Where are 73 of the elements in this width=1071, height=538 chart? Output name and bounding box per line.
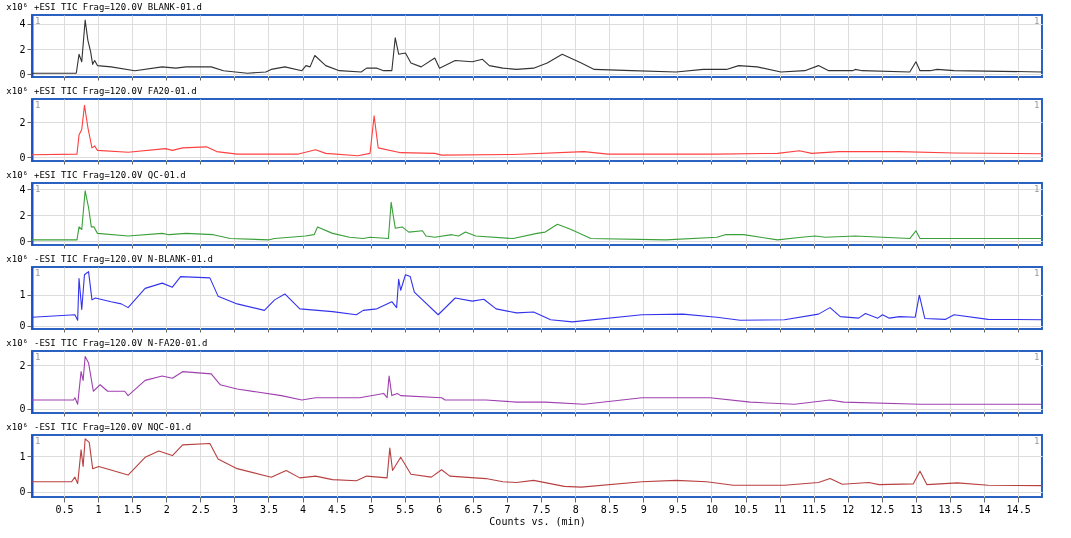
annotation: 1	[1034, 16, 1040, 26]
line-series	[32, 438, 1042, 488]
x-tick-label: 4	[300, 503, 307, 515]
y-axis-title: x10⁶	[6, 254, 28, 264]
annotation: 1	[1034, 436, 1040, 446]
chart-title: +ESI TIC Frag=120.0V FA20-01.d	[34, 86, 197, 96]
annotation: 1	[1034, 184, 1040, 194]
annotation: 1	[35, 268, 41, 278]
x-tick-label: 8.5	[600, 503, 619, 515]
y-tick-label: 0	[19, 68, 26, 80]
y-tick-label: 0	[19, 403, 26, 415]
x-tick-label: 5	[368, 503, 375, 515]
x-tick-label: 6.5	[464, 503, 483, 515]
x-tick-label: 2	[163, 503, 170, 515]
x-tick-label: 14.5	[1006, 503, 1031, 515]
x-tick-label: 9	[640, 503, 647, 515]
x-tick-label: 11	[774, 503, 787, 515]
y-tick-label: 0	[19, 486, 26, 498]
x-tick-label: 0.5	[55, 503, 74, 515]
x-tick-label: 3.5	[259, 503, 279, 515]
annotation: 1	[1034, 100, 1040, 110]
y-tick-label: 1	[19, 450, 26, 462]
x-tick-label: 1.5	[123, 503, 142, 515]
chart-title: -ESI TIC Frag=120.0V NQC-01.d	[34, 422, 192, 432]
y-tick-label: 0	[19, 151, 26, 163]
x-tick-label: 10.5	[734, 503, 759, 515]
x-tick-label: 12	[842, 503, 855, 515]
y-tick-label: 0	[19, 235, 26, 247]
x-tick-label: 9.5	[668, 503, 687, 515]
x-tick-label: 12.5	[870, 503, 895, 515]
annotation: 1	[35, 16, 41, 26]
x-tick-label: 13.5	[938, 503, 963, 515]
line-series	[32, 190, 1042, 241]
chart-title: -ESI TIC Frag=120.0V N-FA20-01.d	[34, 338, 208, 348]
annotation: 1	[35, 100, 41, 110]
x-tick-label: 3	[231, 503, 238, 515]
x-tick-label: 2.5	[191, 503, 210, 515]
chart-title: +ESI TIC Frag=120.0V BLANK-01.d	[34, 2, 202, 12]
x-tick-label: 7.5	[532, 503, 551, 515]
y-axis-title: x10⁶	[6, 170, 28, 180]
x-tick-label: 5.5	[396, 503, 415, 515]
annotation: 1	[1034, 268, 1040, 278]
y-axis-title: x10⁶	[6, 338, 28, 348]
x-tick-label: 1	[95, 503, 102, 515]
line-series	[32, 19, 1042, 74]
chart-title: -ESI TIC Frag=120.0V N-BLANK-01.d	[34, 254, 213, 264]
line-series	[32, 271, 1042, 323]
annotation: 1	[35, 352, 41, 362]
y-tick-label: 2	[19, 43, 26, 55]
x-tick-label: 14	[978, 503, 991, 515]
annotation: 1	[35, 184, 41, 194]
x-tick-label: 6	[436, 503, 443, 515]
y-tick-label: 0	[19, 320, 26, 332]
y-axis-title: x10⁶	[6, 2, 28, 12]
chart-title: +ESI TIC Frag=120.0V QC-01.d	[34, 170, 186, 180]
x-tick-label: 8	[572, 503, 579, 515]
y-tick-label: 2	[19, 209, 26, 221]
y-tick-label: 1	[19, 289, 26, 301]
x-tick-label: 7	[504, 503, 511, 515]
annotation: 1	[35, 436, 41, 446]
y-tick-label: 4	[19, 183, 26, 195]
y-axis-title: x10⁶	[6, 86, 28, 96]
x-axis-title: Counts vs. (min)	[489, 515, 586, 527]
y-axis-title: x10⁶	[6, 422, 28, 432]
x-tick-label: 11.5	[802, 503, 827, 515]
annotation: 1	[1034, 352, 1040, 362]
y-tick-label: 4	[19, 18, 26, 30]
x-tick-label: 13	[910, 503, 923, 515]
x-tick-label: 10	[705, 503, 718, 515]
x-tick-label: 4.5	[328, 503, 347, 515]
y-tick-label: 2	[19, 359, 26, 371]
line-series	[32, 355, 1042, 405]
y-tick-label: 2	[19, 116, 26, 128]
